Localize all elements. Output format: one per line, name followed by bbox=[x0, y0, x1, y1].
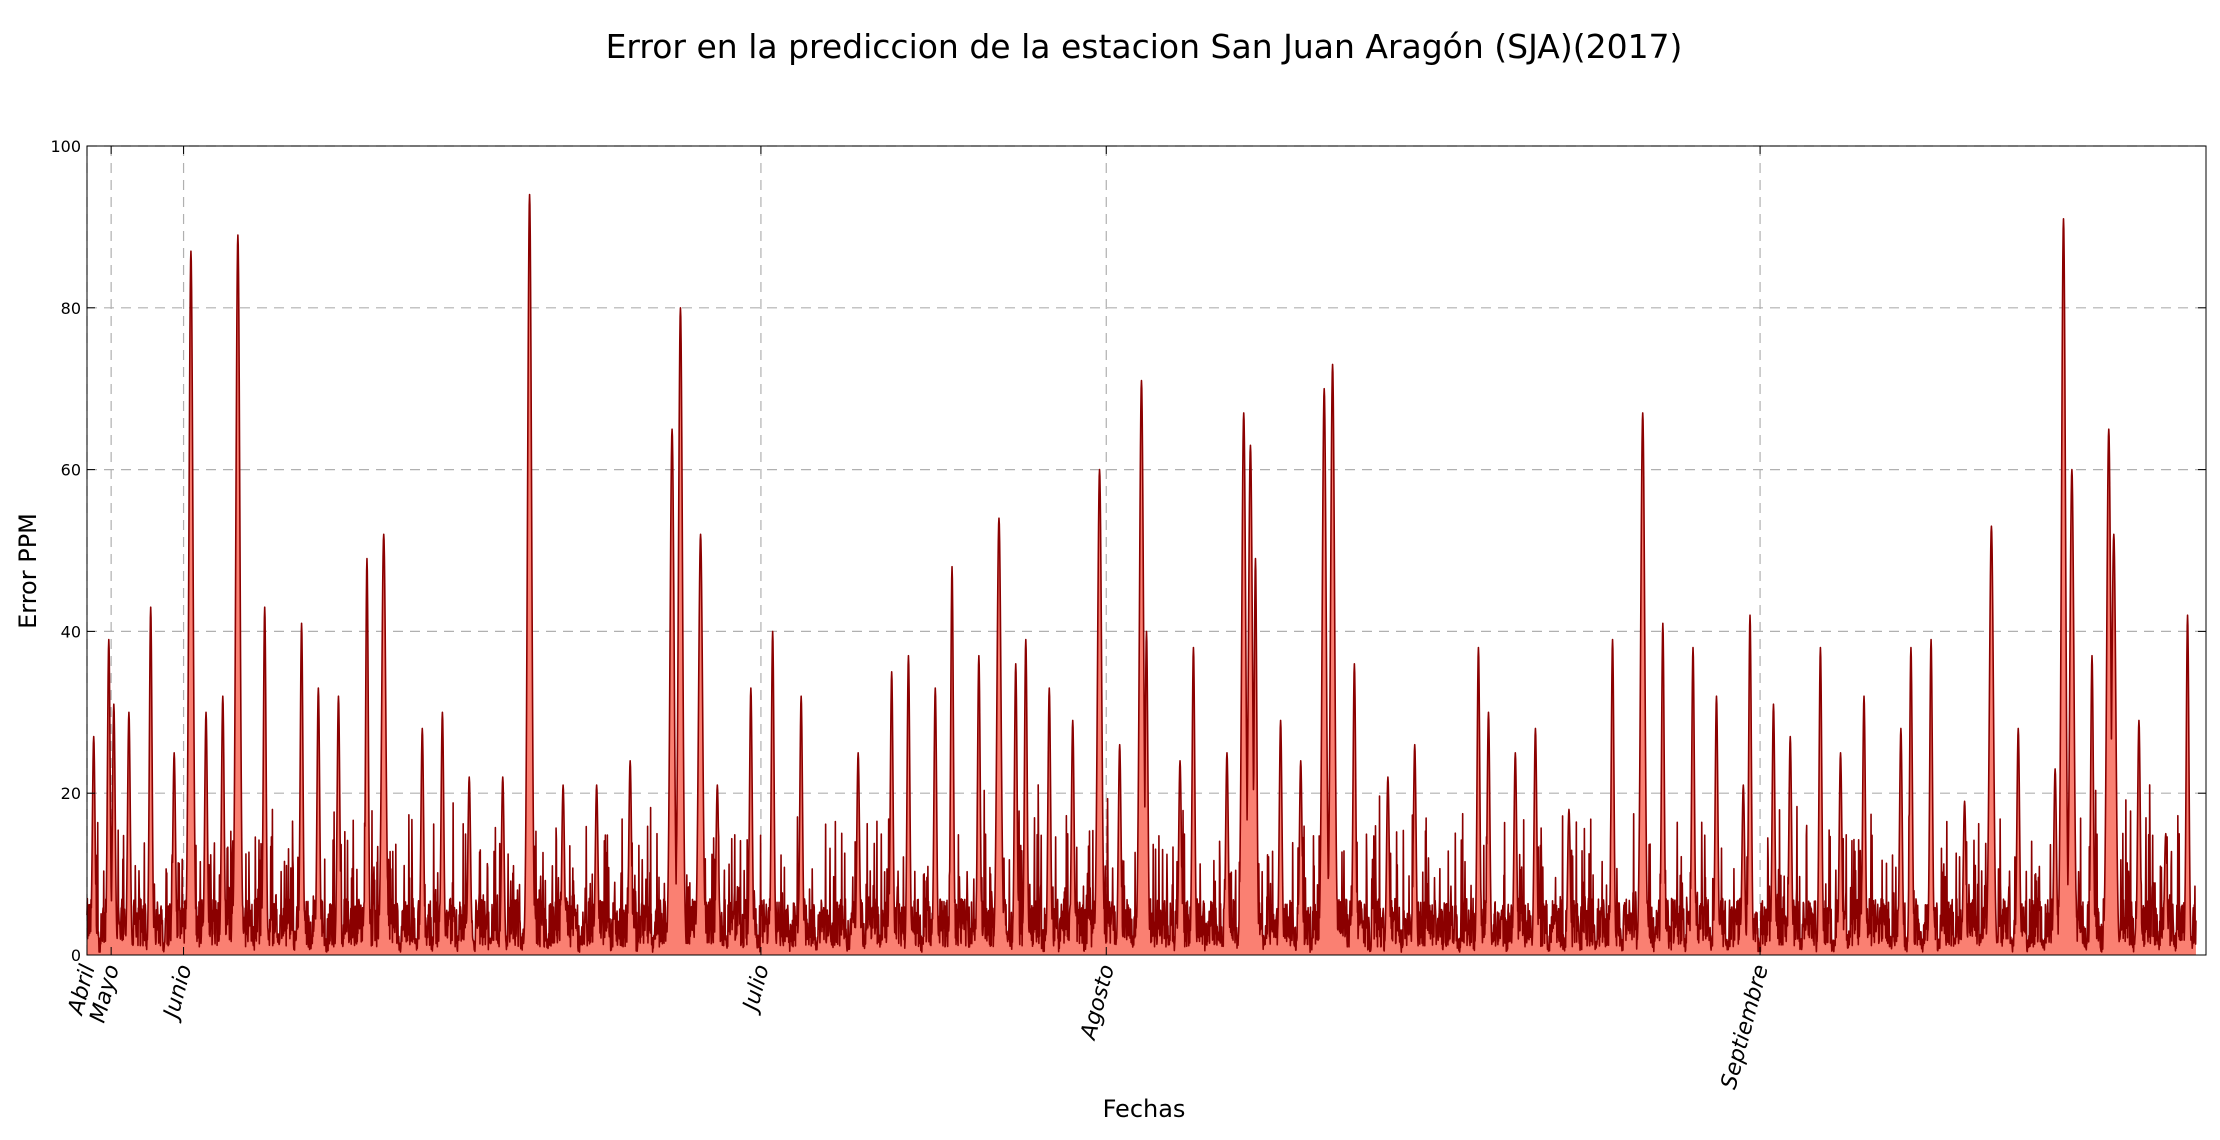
y-tick-label: 40 bbox=[61, 622, 81, 641]
plot-area bbox=[86, 193, 2197, 956]
y-tick-label: 0 bbox=[71, 946, 81, 965]
x-tick-label: Julio bbox=[738, 962, 775, 1017]
y-tick-label: 60 bbox=[61, 461, 81, 480]
plot-frame bbox=[86, 145, 2207, 956]
y-axis-label: Error PPM bbox=[14, 513, 42, 629]
error-series-line bbox=[86, 193, 2197, 953]
x-axis-label: Fechas bbox=[1103, 1095, 1186, 1123]
y-tick-label: 100 bbox=[50, 137, 81, 156]
x-tick-label: Agosto bbox=[1076, 962, 1120, 1044]
chart-title: Error en la prediccion de la estacion Sa… bbox=[606, 27, 1683, 66]
error-area-fill bbox=[87, 194, 2196, 956]
x-tick-label: Junio bbox=[158, 962, 197, 1024]
x-tick-label: Septiembre bbox=[1717, 962, 1774, 1092]
y-tick-label: 80 bbox=[61, 299, 81, 318]
y-tick-label: 20 bbox=[61, 784, 81, 803]
